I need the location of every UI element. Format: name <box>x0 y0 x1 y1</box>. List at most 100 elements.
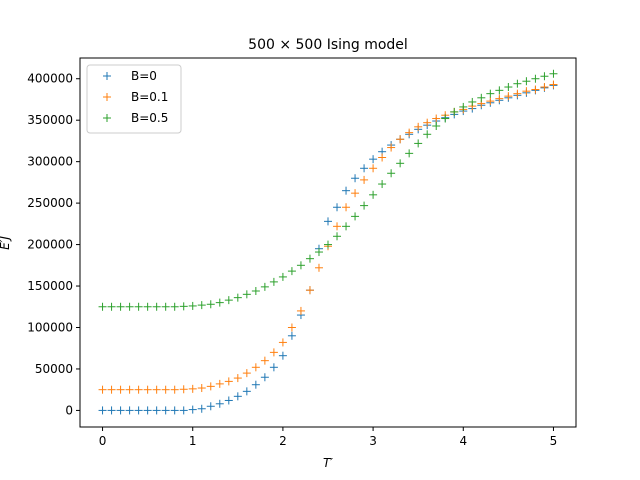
data-point <box>513 89 522 98</box>
chart-title: 500 × 500 Ising model <box>248 37 408 53</box>
data-point <box>242 387 251 396</box>
data-point <box>459 102 468 111</box>
legend: B=0 B=0.1 B=0.5 <box>86 64 182 134</box>
data-point <box>107 302 116 311</box>
data-point <box>278 351 287 360</box>
data-point <box>143 302 152 311</box>
data-point <box>98 302 107 311</box>
data-point <box>188 301 197 310</box>
data-point <box>477 93 486 102</box>
y-tick-label: 400000 <box>27 72 73 86</box>
data-point <box>423 130 432 139</box>
data-point <box>540 72 549 81</box>
plot-markers <box>98 69 558 415</box>
data-point <box>468 97 477 106</box>
data-point <box>333 203 342 212</box>
data-point <box>161 406 170 415</box>
x-tick-label: 3 <box>369 434 377 448</box>
data-point <box>333 232 342 241</box>
x-tick-label: 4 <box>459 434 467 448</box>
data-point <box>233 392 242 401</box>
data-point <box>179 302 188 311</box>
data-point <box>287 267 296 276</box>
data-point <box>107 385 116 394</box>
data-point <box>324 217 332 226</box>
data-point <box>125 406 134 415</box>
data-point <box>107 406 116 415</box>
x-axis-ticks: 0 1 2 3 4 5 <box>99 427 557 448</box>
data-point <box>233 293 242 302</box>
data-point <box>224 396 233 405</box>
data-point <box>504 92 513 101</box>
data-point <box>314 263 323 272</box>
legend-marker <box>103 93 111 101</box>
data-point <box>242 369 251 378</box>
data-point <box>287 331 296 340</box>
data-point <box>116 302 125 311</box>
data-point <box>242 290 251 299</box>
legend-label: B=0 <box>131 69 157 83</box>
data-point <box>351 212 360 221</box>
data-point <box>170 302 179 311</box>
data-point <box>125 302 134 311</box>
data-point <box>206 402 215 411</box>
data-point <box>342 222 351 231</box>
data-point <box>360 164 369 173</box>
data-point <box>152 302 161 311</box>
x-tick-label: 0 <box>99 434 107 448</box>
data-point <box>432 121 441 130</box>
data-point <box>360 175 369 184</box>
data-point <box>450 107 459 116</box>
y-tick-label: 200000 <box>27 238 73 252</box>
data-point <box>513 79 522 88</box>
y-tick-label: 0 <box>65 403 73 417</box>
data-point <box>170 385 179 394</box>
legend-item: B=0.1 <box>103 90 168 104</box>
data-point <box>143 385 152 394</box>
data-point <box>369 155 378 164</box>
data-point <box>540 83 549 92</box>
data-point <box>251 380 260 389</box>
data-point <box>396 159 405 168</box>
data-point <box>522 77 531 86</box>
data-point <box>296 306 305 315</box>
data-point <box>396 135 405 144</box>
data-point <box>351 174 360 183</box>
data-point <box>287 323 296 332</box>
data-point <box>206 382 215 391</box>
data-point <box>197 301 206 310</box>
plot-frame <box>79 57 577 428</box>
data-point <box>98 385 107 394</box>
data-point <box>143 406 152 415</box>
data-point <box>125 385 134 394</box>
data-point <box>423 118 432 127</box>
data-point <box>333 222 342 231</box>
data-point <box>269 348 278 357</box>
x-axis-label: T′ <box>323 456 333 470</box>
y-tick-label: 50000 <box>35 362 73 376</box>
data-point <box>98 406 107 415</box>
data-point <box>215 399 224 408</box>
data-point <box>215 298 224 307</box>
data-point <box>369 190 378 199</box>
data-point <box>342 186 351 195</box>
data-point <box>278 338 287 347</box>
data-point <box>486 89 495 98</box>
legend-label: B=0.1 <box>131 90 168 104</box>
data-point <box>269 363 278 372</box>
legend-box <box>86 64 182 134</box>
data-point <box>369 164 378 173</box>
data-point <box>215 379 224 388</box>
data-point <box>224 377 233 386</box>
data-point <box>531 85 540 94</box>
data-point <box>324 240 332 249</box>
data-point <box>378 180 387 189</box>
y-tick-label: 250000 <box>27 196 73 210</box>
data-point <box>134 385 143 394</box>
data-point <box>531 74 540 83</box>
data-point <box>504 83 513 92</box>
data-point <box>296 261 305 270</box>
data-point <box>549 69 558 78</box>
data-point <box>224 296 233 305</box>
data-point <box>116 406 125 415</box>
